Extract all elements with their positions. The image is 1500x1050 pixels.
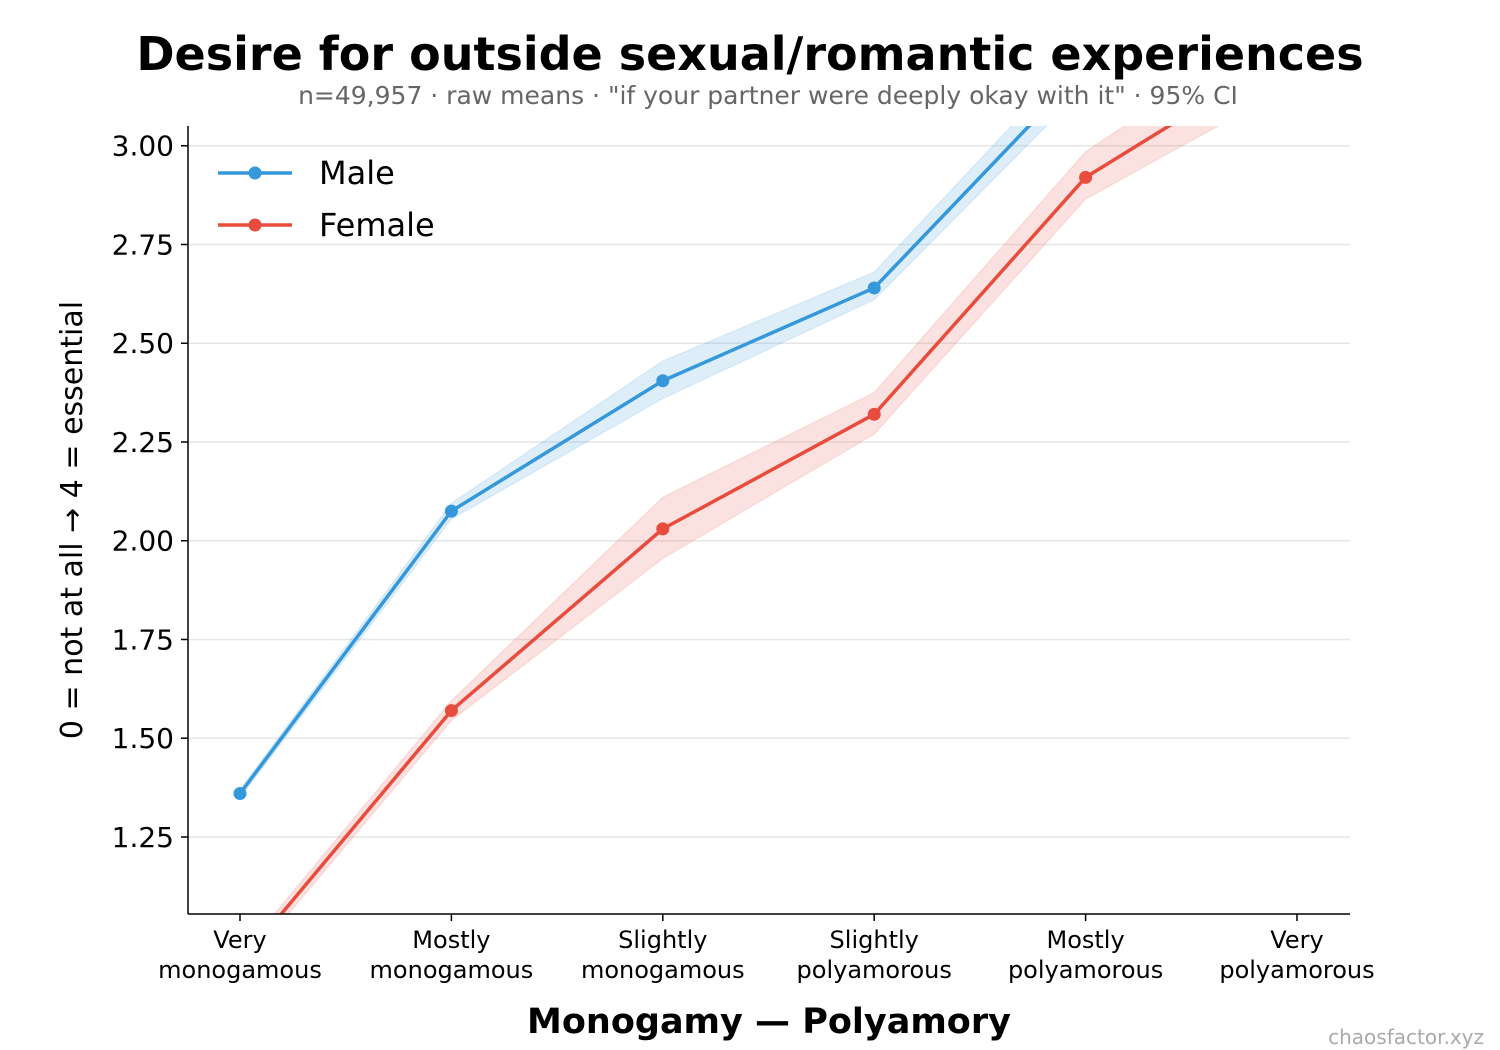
chart-title: Desire for outside sexual/romantic exper…: [136, 27, 1363, 81]
y-tick-label: 2.25: [112, 426, 174, 459]
x-tick-label-line: Mostly: [412, 926, 490, 954]
legend-label-female: Female: [319, 206, 435, 244]
x-tick-label-line: Mostly: [1047, 926, 1125, 954]
x-tick-label: Slightly polyamorous: [797, 926, 952, 984]
legend: Male Female: [218, 154, 435, 244]
x-tick-label-line: polyamorous: [797, 956, 952, 984]
watermark: chaosfactor.xyz: [1328, 1025, 1484, 1049]
data-point-female: [1079, 170, 1093, 184]
data-point-female: [444, 704, 458, 718]
ci-bands: [239, 126, 1220, 914]
ci-band-male: [239, 126, 1048, 800]
data-point-male: [656, 374, 670, 388]
series-points: [233, 170, 1093, 801]
x-tick-label-line: Very: [1270, 926, 1323, 954]
x-tick-label: Very polyamorous: [1219, 926, 1374, 984]
data-point-female: [656, 522, 670, 536]
y-axis-label: 0 = not at all → 4 = essential: [55, 301, 90, 739]
y-tick-label: 2.50: [112, 327, 174, 360]
y-tick-label: 2.75: [112, 228, 174, 261]
x-tick-label-line: monogamous: [370, 956, 534, 984]
x-tick-label-line: Slightly: [618, 926, 707, 954]
y-axis-ticks: 1.25 1.50 1.75 2.00 2.25 2.50 2.75 3.00: [112, 130, 188, 854]
series-line-female: [279, 126, 1173, 914]
ci-band-female: [273, 126, 1220, 914]
gridlines: [188, 144, 1350, 838]
x-tick-label-line: monogamous: [581, 956, 745, 984]
legend-marker-female: [248, 218, 262, 232]
x-tick-label: Mostly polyamorous: [1008, 926, 1163, 984]
x-axis-label: Monogamy — Polyamory: [527, 1002, 1011, 1042]
x-tick-label-line: polyamorous: [1008, 956, 1163, 984]
legend-marker-male: [248, 166, 262, 180]
series-line-male: [238, 126, 1032, 795]
data-point-male: [444, 504, 458, 518]
data-point-male: [233, 787, 247, 801]
x-tick-label-line: monogamous: [158, 956, 322, 984]
y-tick-label: 1.75: [112, 623, 174, 656]
chart-subtitle: n=49,957 · raw means · "if your partner …: [298, 81, 1238, 110]
y-tick-label: 2.00: [112, 525, 174, 558]
data-point-female: [867, 407, 881, 421]
x-tick-label-line: polyamorous: [1219, 956, 1374, 984]
y-tick-label: 3.00: [112, 130, 174, 163]
legend-label-male: Male: [319, 154, 395, 192]
y-tick-label: 1.25: [112, 821, 174, 854]
x-tick-label: Slightly monogamous: [581, 926, 745, 984]
data-point-male: [867, 281, 881, 295]
x-tick-label-line: Very: [213, 926, 266, 954]
series-lines: [238, 126, 1173, 914]
x-tick-label: Very monogamous: [158, 926, 322, 984]
y-tick-label: 1.50: [112, 722, 174, 755]
x-tick-label: Mostly monogamous: [370, 926, 534, 984]
x-tick-label-line: Slightly: [830, 926, 919, 954]
